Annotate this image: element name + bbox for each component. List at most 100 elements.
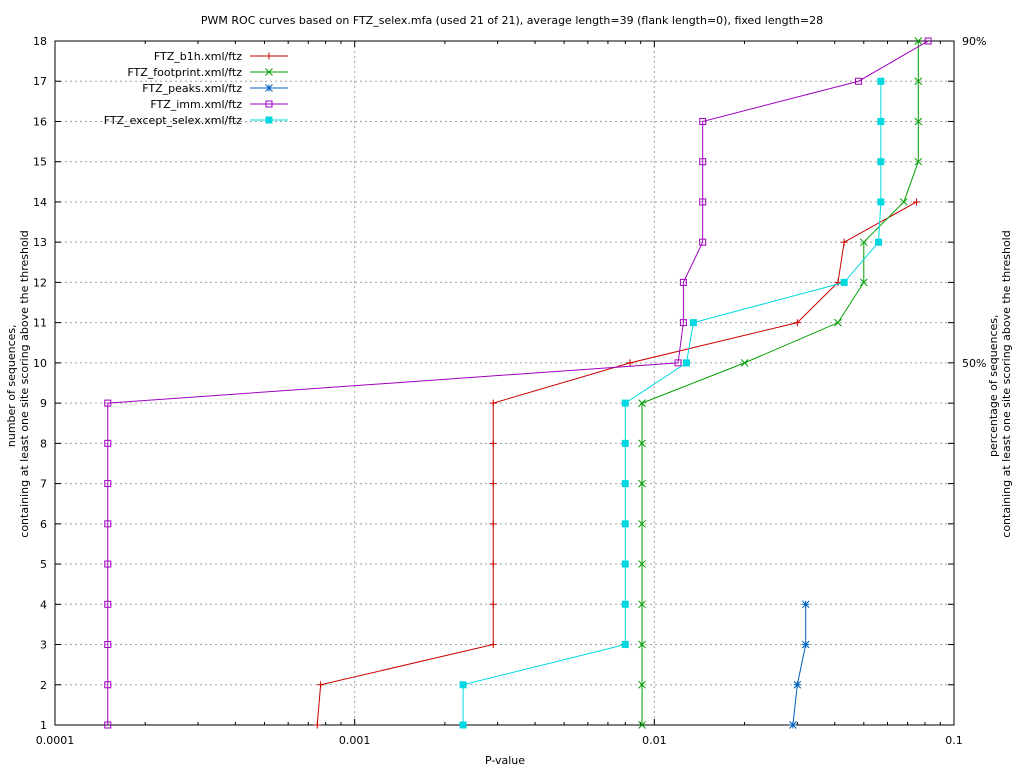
data-point bbox=[859, 278, 868, 287]
data-point bbox=[621, 600, 629, 608]
x-tick-label: 0.0001 bbox=[36, 734, 75, 747]
series-layer bbox=[104, 37, 932, 729]
data-point bbox=[740, 359, 749, 367]
chart-title: PWM ROC curves based on FTZ_selex.mfa (u… bbox=[201, 14, 823, 27]
data-point bbox=[104, 600, 112, 608]
data-point bbox=[104, 721, 112, 729]
data-point bbox=[679, 319, 687, 327]
data-point bbox=[899, 198, 908, 206]
y-axis-label-line-2: containing at least one site scoring abo… bbox=[18, 230, 31, 537]
data-point bbox=[313, 721, 321, 729]
legend-label: FTZ_b1h.xml/ftz bbox=[154, 50, 242, 63]
y-tick-label: 10 bbox=[33, 357, 47, 370]
data-point bbox=[459, 721, 467, 729]
data-point bbox=[913, 198, 921, 206]
y-tick-label: 18 bbox=[33, 35, 47, 48]
legend-item: FTZ_except_selex.xml/ftz bbox=[104, 114, 288, 127]
grid-lines bbox=[55, 41, 954, 725]
x-tick-label: 0.1 bbox=[945, 734, 963, 747]
data-point bbox=[104, 641, 112, 649]
legend-label: FTZ_imm.xml/ftz bbox=[150, 98, 242, 111]
y-tick-label: 3 bbox=[40, 639, 47, 652]
legend-item: FTZ_b1h.xml/ftz bbox=[154, 50, 288, 63]
legend-item: FTZ_footprint.xml/ftz bbox=[127, 66, 288, 79]
legend-marker bbox=[265, 116, 273, 124]
y-tick-label: 16 bbox=[33, 115, 47, 128]
data-point bbox=[682, 359, 690, 367]
data-point bbox=[699, 198, 707, 206]
data-point bbox=[621, 520, 629, 528]
plot-frame bbox=[54, 40, 955, 726]
series-line bbox=[107, 40, 929, 725]
data-point bbox=[689, 319, 697, 327]
data-point bbox=[489, 439, 497, 447]
legend-label: FTZ_except_selex.xml/ftz bbox=[104, 114, 243, 127]
y-tick-label: 11 bbox=[33, 317, 47, 330]
data-point bbox=[854, 77, 862, 85]
data-point bbox=[104, 399, 112, 407]
y-tick-label: 1 bbox=[40, 719, 47, 732]
y2-tick-label: 50% bbox=[962, 357, 986, 370]
y-tick-label: 8 bbox=[40, 437, 47, 450]
data-point bbox=[104, 520, 112, 528]
data-point bbox=[638, 640, 646, 649]
data-point bbox=[840, 238, 848, 246]
data-point bbox=[877, 158, 885, 166]
data-point bbox=[793, 319, 801, 327]
data-point bbox=[489, 520, 497, 528]
data-point bbox=[924, 37, 932, 45]
data-point bbox=[104, 439, 112, 447]
y-tick-label: 7 bbox=[40, 478, 47, 491]
legend-marker bbox=[265, 84, 273, 92]
series-line bbox=[641, 41, 919, 725]
data-point bbox=[459, 681, 467, 689]
legend-label: FTZ_footprint.xml/ftz bbox=[127, 66, 242, 79]
data-point bbox=[875, 238, 883, 246]
series-3 bbox=[789, 600, 810, 729]
data-point bbox=[914, 117, 923, 126]
series-1 bbox=[313, 198, 921, 729]
data-point bbox=[104, 480, 112, 488]
data-point bbox=[638, 439, 646, 448]
legend-marker bbox=[265, 52, 273, 60]
data-point bbox=[834, 318, 842, 327]
x-axis-label: P-value bbox=[485, 754, 525, 767]
y-axis-label-line-1: number of sequences, bbox=[5, 324, 18, 447]
series-line bbox=[792, 604, 807, 726]
data-point bbox=[638, 519, 646, 528]
series-5 bbox=[459, 77, 885, 729]
y2-axis-label-line-1: percentage of sequences, bbox=[987, 315, 1000, 457]
data-point bbox=[621, 641, 629, 649]
y-tick-label: 13 bbox=[33, 236, 47, 249]
data-point bbox=[638, 560, 646, 568]
legend: FTZ_b1h.xml/ftz FTZ_footprint.xml/ftz FTZ_… bbox=[104, 50, 288, 127]
data-point bbox=[621, 560, 629, 568]
data-point bbox=[834, 278, 842, 286]
data-point bbox=[877, 77, 885, 85]
data-point bbox=[793, 680, 802, 689]
x-tick-label: 0.01 bbox=[642, 734, 667, 747]
data-point bbox=[638, 479, 646, 488]
data-point bbox=[840, 278, 848, 286]
data-point bbox=[104, 560, 112, 568]
data-point bbox=[859, 238, 868, 247]
legend-label: FTZ_peaks.xml/ftz bbox=[142, 82, 242, 95]
data-point bbox=[679, 278, 687, 286]
data-point bbox=[914, 77, 923, 86]
data-point bbox=[699, 158, 707, 166]
data-point bbox=[638, 680, 646, 689]
legend-item: FTZ_imm.xml/ftz bbox=[150, 98, 288, 111]
data-point bbox=[801, 600, 810, 609]
data-point bbox=[489, 600, 497, 608]
data-point bbox=[638, 399, 646, 407]
data-point bbox=[674, 359, 682, 367]
data-point bbox=[104, 681, 112, 689]
data-point bbox=[626, 359, 634, 367]
series-line bbox=[316, 201, 917, 726]
data-point bbox=[699, 117, 707, 125]
data-point bbox=[317, 681, 325, 689]
data-point bbox=[638, 721, 646, 729]
y-tick-label: 2 bbox=[40, 679, 47, 692]
